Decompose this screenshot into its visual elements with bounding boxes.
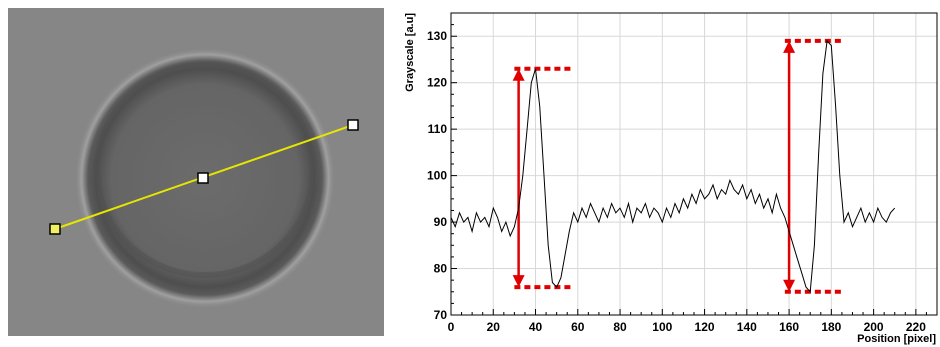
x-tick-label: 180	[821, 320, 841, 334]
y-tick-label: 70	[434, 308, 448, 322]
x-tick-label: 120	[695, 320, 715, 334]
x-tick-label: 20	[487, 320, 501, 334]
x-tick-label: 160	[779, 320, 799, 334]
bubble-micrograph	[0, 0, 392, 336]
x-tick-label: 200	[864, 320, 884, 334]
y-tick-label: 130	[427, 29, 447, 43]
y-tick-label: 100	[427, 169, 447, 183]
y-tick-label: 90	[434, 215, 448, 229]
profile-midpoint-handle[interactable]	[198, 173, 208, 183]
y-tick-label: 120	[427, 76, 447, 90]
x-tick-label: 40	[529, 320, 543, 334]
amplitude-annotations	[513, 41, 844, 292]
profile-end-handle[interactable]	[348, 120, 358, 130]
y-axis-title: Grayscale [a.u]	[404, 13, 416, 92]
y-tick-label: 80	[434, 262, 448, 276]
x-tick-label: 100	[652, 320, 672, 334]
y-axis: 70 80 90 100 110 120 130	[427, 13, 457, 322]
x-tick-label: 220	[906, 320, 926, 334]
x-tick-label: 80	[613, 320, 627, 334]
x-tick-label: 0	[448, 320, 455, 334]
x-tick-label: 140	[737, 320, 757, 334]
profile-start-handle[interactable]	[50, 224, 60, 234]
x-axis: 0 20 40 60 80 100 120 140 160 180 200 220	[448, 309, 937, 334]
grayscale-profile-chart: 0 20 40 60 80 100 120 140 160 180 200 220 70 80 90 100…	[400, 0, 940, 347]
x-axis-title: Position [pixel]	[857, 333, 936, 345]
x-tick-label: 60	[571, 320, 585, 334]
y-tick-label: 110	[428, 122, 448, 136]
